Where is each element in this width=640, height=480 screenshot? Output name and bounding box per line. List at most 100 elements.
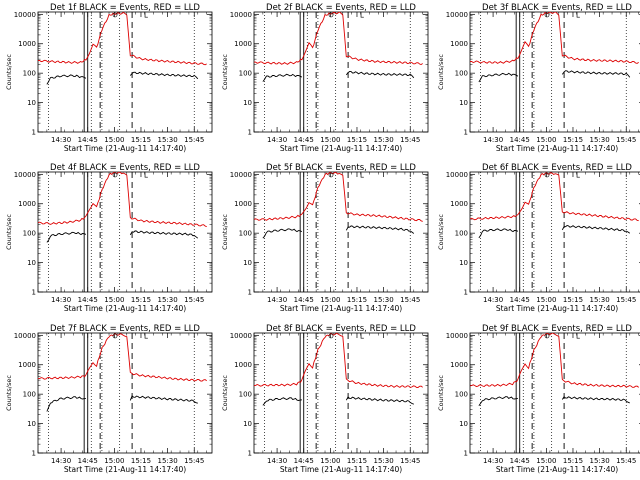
x-axis-label: Start Time (21-Aug-11 14:17:40) (280, 144, 402, 153)
peak-marker-circle (544, 172, 550, 178)
y-tick-label: 10000 (446, 171, 468, 179)
x-tick-label: 15:15 (347, 457, 367, 465)
y-tick-label: 100 (239, 391, 252, 399)
x-tick-label: 15:00 (536, 136, 556, 144)
panel-det-3f: Det 3f BLACK = Events, RED = LLD 1 10 100 10… (437, 3, 640, 153)
x-axis-label: Start Time (21-Aug-11 14:17:40) (64, 465, 186, 474)
x-tick-label: 14:45 (78, 457, 98, 465)
corner-label: L (144, 12, 148, 20)
x-tick-label: 15:30 (158, 296, 178, 304)
panel-det-7f: Det 7f BLACK = Events, RED = LLD 1 10 100 10… (5, 324, 213, 474)
x-tick-label: 15:00 (104, 136, 124, 144)
y-tick-label: 100 (23, 391, 36, 399)
panel-title: Det 1f BLACK = Events, RED = LLD (50, 3, 200, 13)
panel-det-6f: Det 6f BLACK = Events, RED = LLD 1 10 100 10… (437, 163, 640, 313)
series-lld-line (470, 333, 639, 388)
panel-det-4f: Det 4f BLACK = Events, RED = LLD 1 10 100 10… (5, 163, 213, 313)
corner-label: L (576, 12, 580, 20)
series-lld-line (254, 12, 423, 65)
x-tick-label: 14:45 (294, 296, 314, 304)
plot-frame (253, 171, 429, 293)
x-tick-label: 14:45 (510, 457, 530, 465)
panel-det-2f: Det 2f BLACK = Events, RED = LLD 1 10 100 10… (221, 3, 429, 153)
peak-marker-circle (328, 12, 334, 18)
x-tick-label: 15:45 (184, 136, 204, 144)
x-tick-label: 15:15 (131, 457, 151, 465)
y-tick-label: 100 (239, 230, 252, 238)
corner-label: L (360, 12, 364, 20)
x-tick-label: 15:30 (590, 457, 610, 465)
y-tick-label: 1 (464, 450, 468, 458)
peak-marker-circle (544, 12, 550, 18)
series-events-line (478, 396, 518, 406)
y-tick-label: 10 (27, 420, 36, 428)
series-events-line-segment-2 (561, 70, 631, 78)
x-tick-label: 14:30 (51, 296, 71, 304)
y-tick-label: 1 (464, 129, 468, 137)
x-tick-label: 15:00 (536, 457, 556, 465)
x-tick-label: 15:15 (563, 136, 583, 144)
series-events-line-segment-2 (345, 225, 415, 234)
x-tick-label: 15:45 (616, 136, 636, 144)
peak-marker-circle (544, 333, 550, 339)
x-tick-label: 15:15 (563, 457, 583, 465)
x-tick-label: 15:30 (590, 296, 610, 304)
x-tick-label: 14:30 (267, 296, 287, 304)
panel-det-5f: Det 5f BLACK = Events, RED = LLD 1 10 100 10… (221, 163, 429, 313)
corner-label: L (144, 172, 148, 180)
corner-label: L (360, 172, 364, 180)
panel-title: Det 4f BLACK = Events, RED = LLD (50, 163, 200, 173)
y-tick-label: 1000 (18, 361, 36, 369)
plot-frame (469, 332, 640, 454)
series-lld-line (254, 333, 423, 388)
series-events-line (262, 73, 303, 82)
y-tick-label: 10 (27, 259, 36, 267)
y-tick-label: 1 (32, 129, 36, 137)
series-lld-line (38, 12, 207, 66)
y-axis-label: Counts/sec (437, 214, 445, 250)
x-axis-label: Start Time (21-Aug-11 14:17:40) (64, 304, 186, 313)
y-tick-label: 100 (23, 230, 36, 238)
y-tick-label: 1000 (450, 200, 468, 208)
x-axis-label: Start Time (21-Aug-11 14:17:40) (280, 465, 402, 474)
plot-frame (37, 332, 213, 454)
corner-label: L (576, 333, 580, 341)
x-tick-label: 15:30 (374, 457, 394, 465)
y-tick-label: 1 (248, 450, 252, 458)
x-tick-label: 14:30 (267, 136, 287, 144)
x-axis-label: Start Time (21-Aug-11 14:17:40) (64, 144, 186, 153)
y-tick-label: 10000 (14, 171, 36, 179)
plot-frame (469, 171, 640, 293)
y-tick-label: 1 (464, 289, 468, 297)
y-tick-label: 1000 (234, 361, 252, 369)
y-tick-label: 100 (455, 230, 468, 238)
peak-marker-circle (328, 172, 334, 178)
y-axis-label: Counts/sec (221, 375, 229, 411)
y-axis-label: Counts/sec (5, 214, 13, 250)
y-axis-label: Counts/sec (437, 375, 445, 411)
x-axis-label: Start Time (21-Aug-11 14:17:40) (280, 304, 402, 313)
panel-title: Det 8f BLACK = Events, RED = LLD (266, 324, 416, 334)
series-events-line (46, 231, 87, 243)
series-events-line (478, 228, 519, 239)
y-axis-label: Counts/sec (221, 214, 229, 250)
x-tick-label: 15:45 (400, 457, 420, 465)
x-tick-label: 15:15 (347, 136, 367, 144)
y-tick-label: 100 (239, 70, 252, 78)
x-tick-label: 15:30 (158, 136, 178, 144)
x-tick-label: 15:30 (374, 296, 394, 304)
series-events-line-segment-2 (561, 225, 631, 234)
y-tick-label: 10000 (230, 332, 252, 340)
peak-marker-circle (112, 12, 118, 18)
y-axis-label: Counts/sec (221, 54, 229, 90)
x-tick-label: 15:15 (563, 296, 583, 304)
panel-det-8f: Det 8f BLACK = Events, RED = LLD 1 10 100 10… (221, 324, 429, 474)
series-lld-line (254, 172, 423, 222)
y-tick-label: 1 (248, 289, 252, 297)
series-events-line-segment-2 (129, 71, 199, 80)
plot-frame (37, 171, 213, 293)
plot-frame (253, 11, 429, 133)
panel-det-9f: Det 9f BLACK = Events, RED = LLD 1 10 100 10… (437, 324, 640, 474)
corner-label: L (576, 172, 580, 180)
